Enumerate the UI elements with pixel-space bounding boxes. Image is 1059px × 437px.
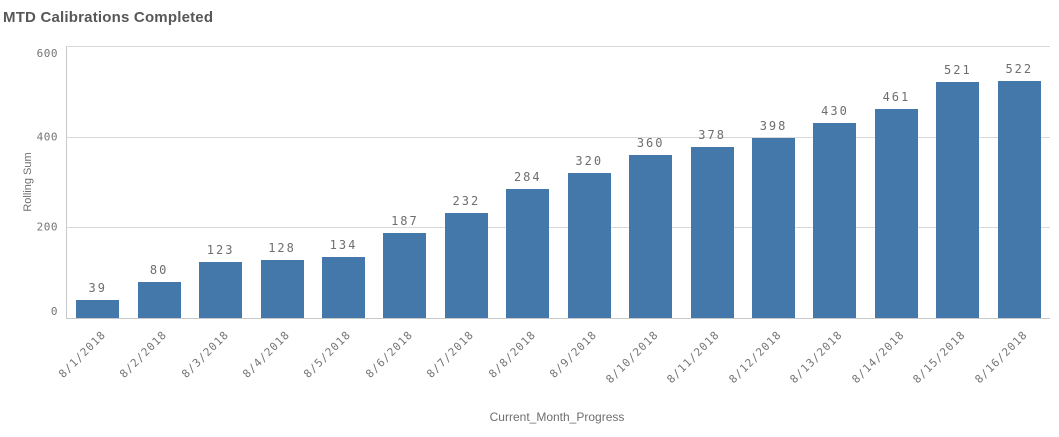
x-axis-tick-label: 8/6/2018 [346, 325, 415, 380]
x-axis-tick-labels: 8/1/2018 8/2/2018 8/3/2018 8/4/2018 8/5/2018… [56, 319, 1049, 394]
bar-value-label: 39 [88, 281, 107, 296]
bar-value-label: 232 [452, 193, 481, 208]
bar-value-label: 128 [268, 240, 296, 255]
x-axis-tick-label-text: 8/16/2018 [972, 328, 1030, 386]
bar[interactable] [813, 123, 857, 318]
x-axis-tick-label: 8/1/2018 [39, 325, 108, 380]
bar-value-label: 284 [513, 170, 542, 185]
gridline [67, 46, 1050, 47]
plot-area: 39 80 123 128 134 187 232 284 320 360 378 398 430 461… [66, 46, 1050, 319]
bar-value-label: 80 [149, 262, 169, 277]
gridline [67, 227, 1050, 229]
x-axis-tick-label: 8/3/2018 [162, 325, 231, 380]
bar[interactable] [690, 146, 734, 318]
x-axis-title: Current_Month_Progress [489, 410, 625, 424]
bar[interactable] [506, 189, 550, 318]
x-axis-tick-label: 8/8/2018 [469, 325, 538, 380]
bar[interactable] [137, 281, 181, 318]
x-axis-tick-label: 8/14/2018 [830, 325, 907, 386]
y-axis-tick-label: 200 [36, 220, 58, 234]
x-axis-tick-label: 8/7/2018 [407, 325, 477, 380]
y-axis-tick-label: 600 [36, 47, 58, 60]
bar[interactable] [997, 81, 1041, 318]
x-axis-tick-label: 8/16/2018 [953, 325, 1030, 386]
y-axis-tick-labels: 0 200 400 600 [0, 46, 58, 318]
x-axis-tick-label: 8/4/2018 [223, 325, 292, 380]
bar-value-label: 398 [759, 118, 788, 133]
bar[interactable] [260, 259, 304, 318]
bar-value-label: 134 [329, 238, 358, 253]
y-axis-tick-label: 400 [36, 130, 58, 144]
bar[interactable] [629, 154, 673, 318]
bar-value-label: 187 [391, 214, 419, 229]
bar-value-label: 378 [698, 127, 726, 142]
bar[interactable] [199, 262, 243, 318]
bar[interactable] [321, 257, 365, 318]
bar-value-label: 521 [944, 62, 972, 77]
x-axis-tick-label: 8/12/2018 [707, 325, 784, 386]
bar-value-label: 123 [206, 243, 235, 258]
bar[interactable] [383, 233, 427, 318]
bar[interactable] [444, 212, 488, 318]
chart-title: MTD Calibrations Completed [3, 9, 214, 26]
gridline [67, 136, 1050, 138]
bar-value-label: 522 [1005, 62, 1034, 77]
x-axis-tick-label: 8/15/2018 [891, 325, 969, 386]
x-axis-tick-label: 8/5/2018 [284, 325, 354, 380]
x-axis-tick-label: 8/2/2018 [100, 325, 169, 380]
bar[interactable] [936, 81, 980, 318]
bar[interactable] [567, 172, 611, 318]
x-axis-tick-label: 8/13/2018 [768, 325, 846, 386]
y-axis-tick-label: 0 [50, 305, 58, 318]
bar[interactable] [76, 300, 120, 318]
bar-value-label: 360 [636, 135, 665, 150]
x-axis-tick-label: 8/10/2018 [584, 325, 661, 386]
bar-value-label: 320 [575, 153, 604, 168]
bar-value-label: 430 [821, 104, 849, 119]
bar[interactable] [752, 137, 796, 318]
x-axis-tick-label: 8/9/2018 [530, 325, 599, 380]
bar[interactable] [874, 109, 918, 318]
bar-value-label: 461 [882, 90, 911, 105]
x-axis-tick-label: 8/11/2018 [645, 325, 723, 386]
